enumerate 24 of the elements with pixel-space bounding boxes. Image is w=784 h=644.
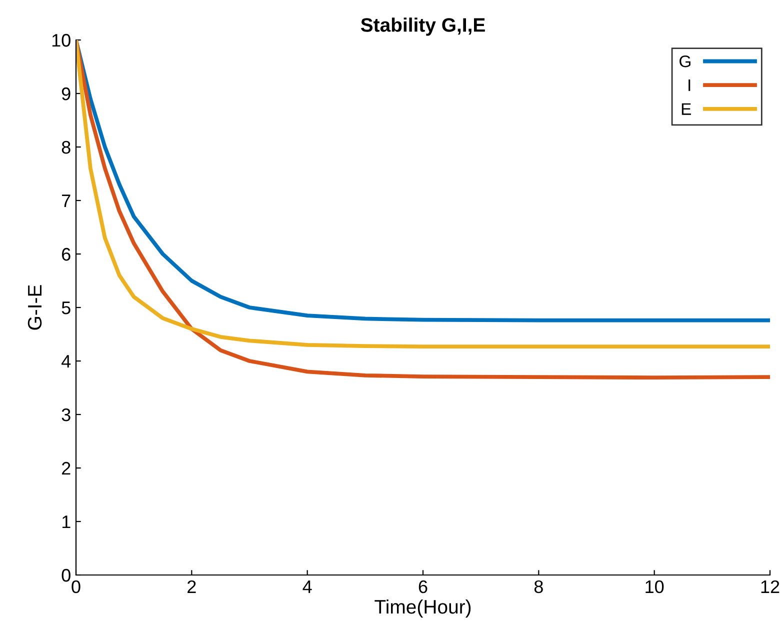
y-tick-label: 9 (62, 87, 70, 100)
y-tick-label: 7 (62, 194, 70, 208)
x-tick-label: 6 (418, 580, 428, 594)
y-tick-label: 0 (62, 568, 70, 582)
y-axis-title: G-I-E (28, 285, 42, 330)
x-tick-label: 4 (302, 580, 312, 593)
y-tick-label: 4 (62, 355, 71, 368)
y-tick-label: 10 (52, 34, 70, 47)
legend-label: I (688, 79, 690, 91)
x-tick-label: 10 (646, 580, 664, 594)
x-tick-label: 8 (534, 580, 543, 594)
y-tick-label: 6 (62, 248, 70, 261)
y-tick-label: 2 (62, 462, 70, 475)
y-tick-label: 1 (62, 516, 70, 528)
legend-label: G (680, 55, 690, 68)
chart-title: Stability G,I,E (360, 18, 485, 36)
y-tick-label: 8 (62, 140, 70, 154)
x-axis-title: Time(Hour) (374, 599, 471, 618)
x-tick-label: 2 (188, 580, 196, 593)
x-tick-label: 12 (761, 580, 780, 593)
y-tick-label: 3 (62, 408, 70, 422)
legend-label: E (682, 103, 691, 115)
x-tick-label: 0 (72, 580, 80, 594)
y-tick-label: 5 (62, 302, 70, 314)
